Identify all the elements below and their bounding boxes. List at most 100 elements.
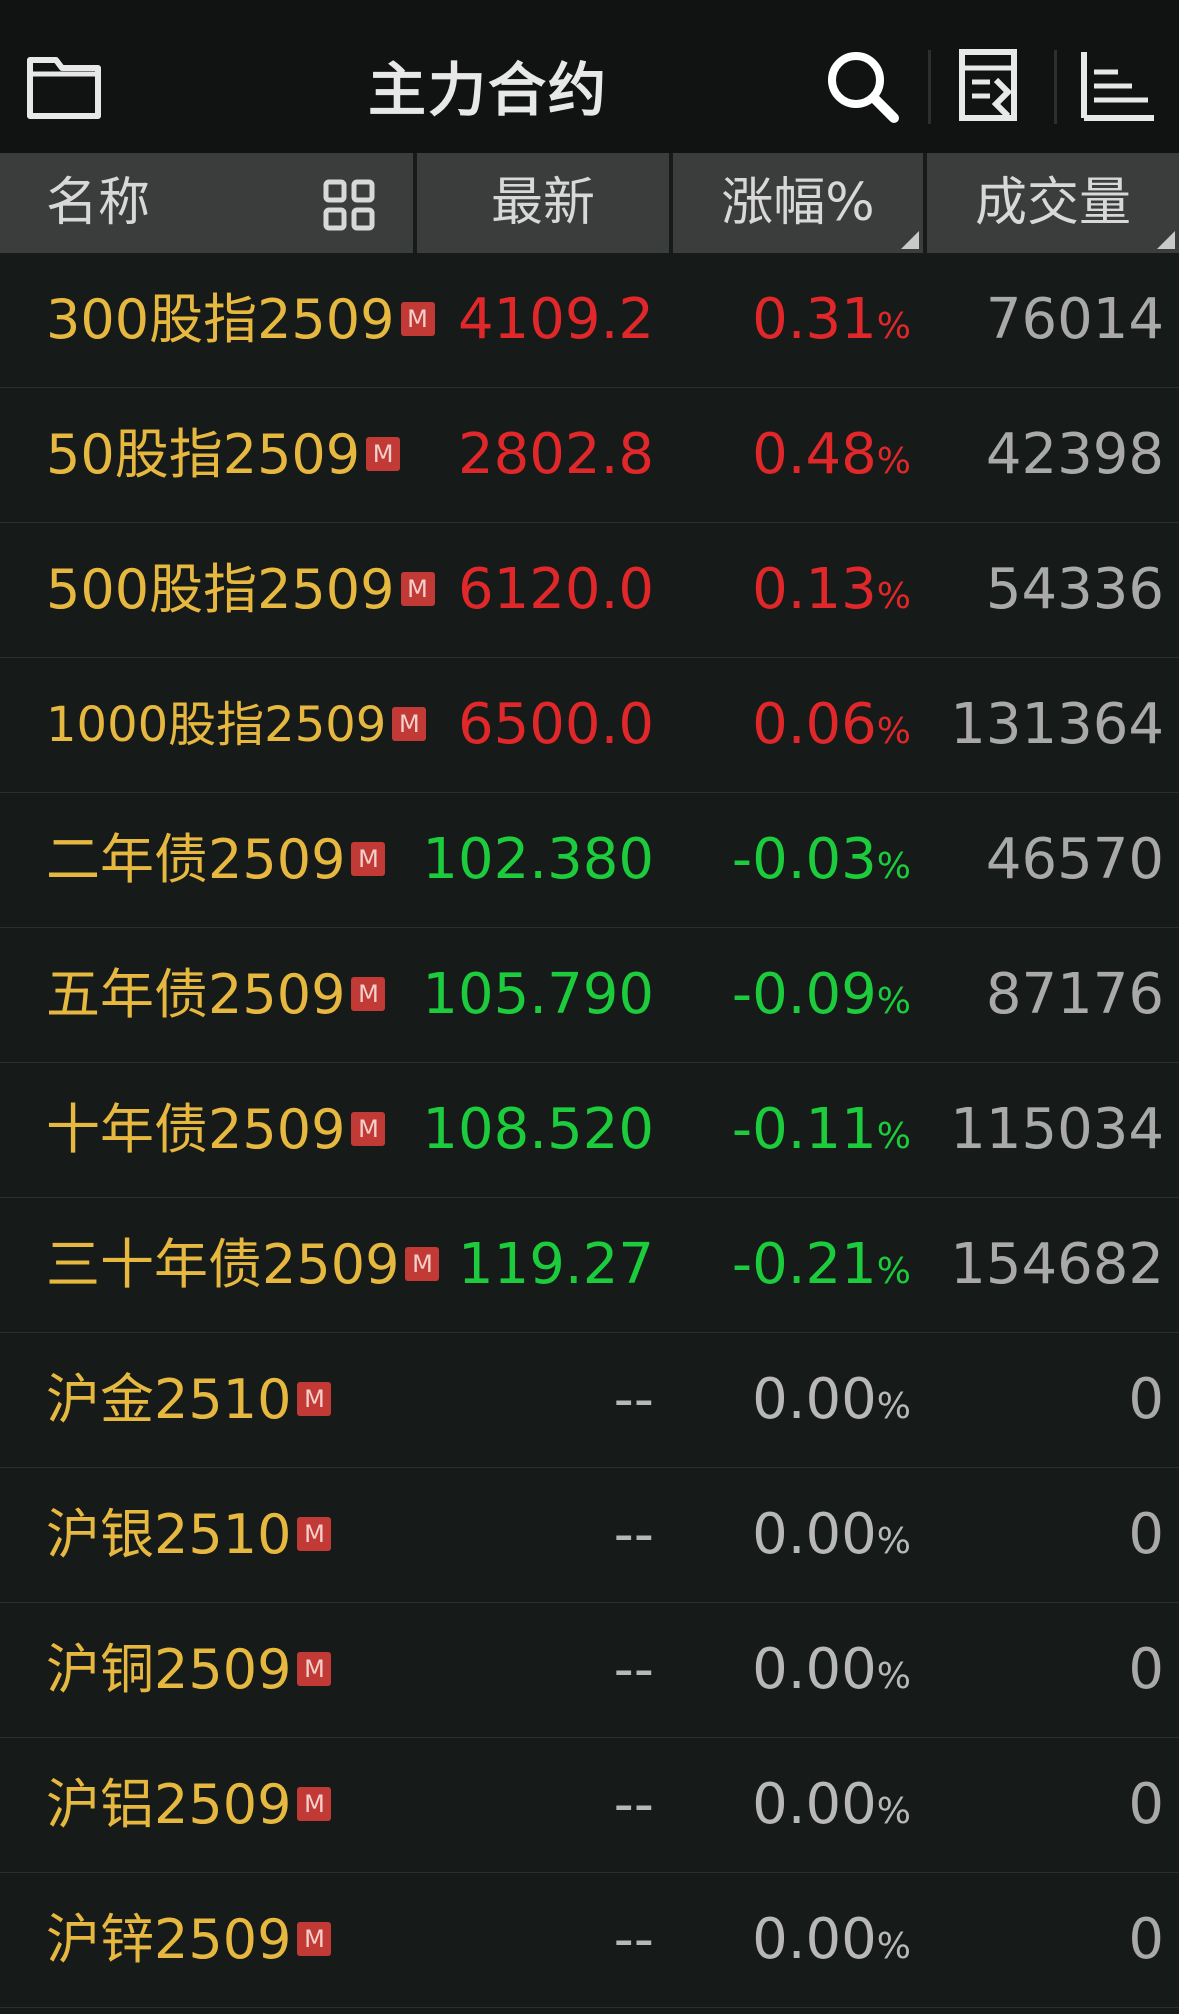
change-percent: 0.00% <box>752 1603 911 1737</box>
contract-name: 50股指2509 M <box>46 388 401 522</box>
main-contract-badge: M <box>351 842 386 877</box>
column-header: 名称 最新 涨幅% 成交量 <box>0 153 1179 253</box>
main-contract-badge: M <box>400 302 435 337</box>
volume: 0 <box>1128 1502 1164 1567</box>
contract-name: 沪铝2509 M <box>46 1738 332 1872</box>
contract-row[interactable]: 50股指2509 M 2802.8 0.48% 42398 <box>0 388 1179 523</box>
column-volume-label: 成交量 <box>974 173 1131 233</box>
list-sort-icon[interactable] <box>1078 46 1158 126</box>
contract-name: 500股指2509 M <box>46 523 435 657</box>
contract-row[interactable]: 沪金2510 M -- 0.00% 0 <box>0 1333 1179 1468</box>
contract-row[interactable]: 1000股指2509 M 6500.0 0.06% 131364 <box>0 658 1179 793</box>
contract-row[interactable]: 五年债2509 M 105.790 -0.09% 87176 <box>0 928 1179 1063</box>
main-contract-badge: M <box>405 1247 440 1282</box>
change-value: 0.00 <box>752 1502 877 1567</box>
contract-name: 沪铜2509 M <box>46 1603 332 1737</box>
contract-row[interactable]: 沪银2510 M -- 0.00% 0 <box>0 1468 1179 1603</box>
volume: 154682 <box>950 1232 1164 1297</box>
main-contract-badge: M <box>297 1517 332 1552</box>
percent-sign: % <box>876 1116 911 1157</box>
change-value: 0.31 <box>752 287 877 352</box>
contract-list: 300股指2509 M 4109.2 0.31% 76014 50股指2509 M 2802.… <box>0 253 1179 2008</box>
main-contract-badge: M <box>351 1112 386 1147</box>
contract-row[interactable]: 十年债2509 M 108.520 -0.11% 115034 <box>0 1063 1179 1198</box>
percent-sign: % <box>876 1521 911 1562</box>
contract-name: 二年债2509 M <box>46 793 386 927</box>
grid-view-icon[interactable] <box>323 179 375 231</box>
latest-price: -- <box>613 1637 654 1702</box>
change-percent: 0.48% <box>752 388 911 522</box>
latest-price: -- <box>613 1502 654 1567</box>
contract-name-text: 500股指2509 <box>46 558 395 621</box>
percent-sign: % <box>876 441 911 482</box>
contract-name: 300股指2509 M <box>46 253 435 387</box>
change-value: -0.11 <box>731 1097 877 1162</box>
change-value: 0.00 <box>752 1637 877 1702</box>
column-change-label: 涨幅% <box>721 173 875 233</box>
change-value: 0.13 <box>752 557 877 622</box>
latest-price: 105.790 <box>422 962 654 1027</box>
volume: 0 <box>1128 1637 1164 1702</box>
change-value: 0.48 <box>752 422 877 487</box>
column-volume[interactable]: 成交量 <box>927 153 1179 253</box>
main-contract-badge: M <box>297 1922 332 1957</box>
percent-sign: % <box>876 306 911 347</box>
contract-row[interactable]: 500股指2509 M 6120.0 0.13% 54336 <box>0 523 1179 658</box>
latest-price: 102.380 <box>422 827 654 892</box>
contract-row[interactable]: 沪铝2509 M -- 0.00% 0 <box>0 1738 1179 1873</box>
main-contract-badge: M <box>297 1652 332 1687</box>
contract-row[interactable]: 300股指2509 M 4109.2 0.31% 76014 <box>0 253 1179 388</box>
folder-icon[interactable] <box>26 52 102 120</box>
column-change[interactable]: 涨幅% <box>673 153 923 253</box>
contract-row[interactable]: 沪锌2509 M -- 0.00% 0 <box>0 1873 1179 2008</box>
contract-row[interactable]: 三十年债2509 M 119.27 -0.21% 154682 <box>0 1198 1179 1333</box>
page-title: 主力合约 <box>367 56 608 124</box>
volume: 115034 <box>950 1097 1164 1162</box>
contract-row[interactable]: 二年债2509 M 102.380 -0.03% 46570 <box>0 793 1179 928</box>
sort-corner-icon <box>901 231 919 249</box>
change-value: 0.06 <box>752 692 877 757</box>
latest-price: 6120.0 <box>458 557 654 622</box>
toolbar-divider <box>928 50 931 124</box>
contract-name-text: 沪铜2509 <box>46 1638 292 1701</box>
search-icon[interactable] <box>822 46 902 126</box>
volume: 0 <box>1128 1772 1164 1837</box>
contract-name-text: 三十年债2509 <box>46 1233 400 1296</box>
volume: 76014 <box>985 287 1164 352</box>
contract-name-text: 沪金2510 <box>46 1368 292 1431</box>
percent-sign: % <box>876 1656 911 1697</box>
percent-sign: % <box>876 1926 911 1967</box>
change-value: -0.03 <box>731 827 877 892</box>
percent-sign: % <box>876 981 911 1022</box>
top-bar: 主力合约 <box>0 0 1179 153</box>
contract-name-text: 沪银2510 <box>46 1503 292 1566</box>
main-contract-badge: M <box>400 572 435 607</box>
contract-row[interactable]: 沪铜2509 M -- 0.00% 0 <box>0 1603 1179 1738</box>
contract-name-text: 沪铝2509 <box>46 1773 292 1836</box>
latest-price: 2802.8 <box>458 422 654 487</box>
main-contract-badge: M <box>392 707 427 741</box>
change-value: 0.00 <box>752 1907 877 1972</box>
volume: 0 <box>1128 1907 1164 1972</box>
latest-price: 108.520 <box>422 1097 654 1162</box>
change-percent: -0.11% <box>732 1063 911 1197</box>
change-percent: 0.13% <box>752 523 911 657</box>
sort-corner-icon <box>1157 231 1175 249</box>
percent-sign: % <box>876 711 911 752</box>
column-name[interactable]: 名称 <box>0 153 413 253</box>
percent-sign: % <box>876 846 911 887</box>
main-contract-badge: M <box>351 977 386 1012</box>
column-latest[interactable]: 最新 <box>417 153 669 253</box>
contract-name: 沪银2510 M <box>46 1468 332 1602</box>
change-percent: 0.06% <box>752 658 911 792</box>
latest-price: 6500.0 <box>458 692 654 757</box>
percent-sign: % <box>876 1251 911 1292</box>
change-percent: 0.00% <box>752 1333 911 1467</box>
change-percent: 0.00% <box>752 1468 911 1602</box>
calculator-icon[interactable] <box>950 46 1030 126</box>
contract-name-text: 五年债2509 <box>46 963 346 1026</box>
latest-price: 4109.2 <box>458 287 654 352</box>
volume: 46570 <box>985 827 1164 892</box>
main-contract-badge: M <box>366 437 401 472</box>
latest-price: 119.27 <box>458 1232 654 1297</box>
